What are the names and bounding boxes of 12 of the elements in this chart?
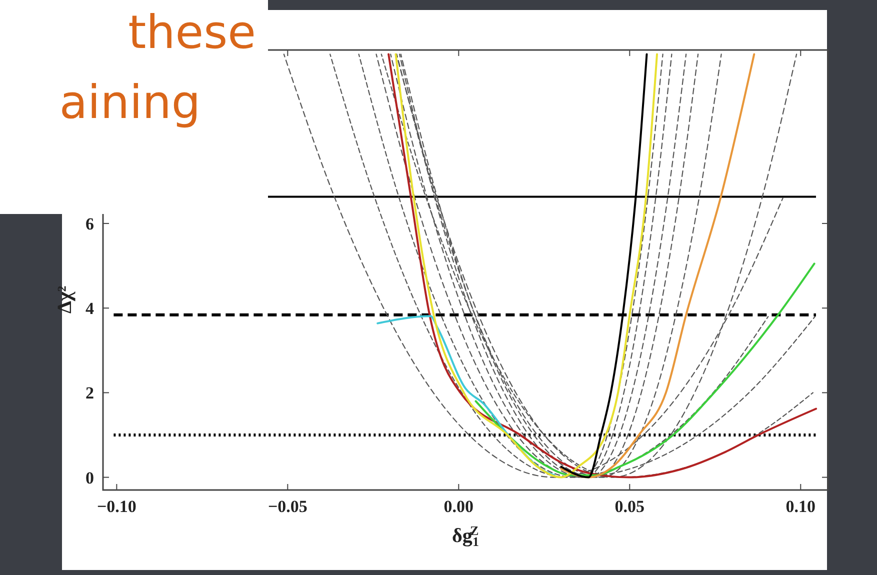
x-tick-label: 0.10 (786, 497, 816, 516)
x-tick-label: −0.05 (268, 497, 308, 516)
x-tick-label: 0.05 (614, 497, 645, 516)
y-tick-label: 2 (86, 384, 94, 403)
y-axis-title: Δχ² (54, 286, 76, 314)
y-tick-label: 6 (86, 214, 94, 234)
annotation: these (128, 5, 256, 59)
x-tick-label: 0.00 (444, 497, 474, 516)
annotation: aining (59, 75, 201, 129)
x-tick-label: −0.10 (96, 497, 136, 516)
y-tick-label: 0 (86, 468, 94, 488)
y-tick-label: 4 (86, 299, 94, 318)
